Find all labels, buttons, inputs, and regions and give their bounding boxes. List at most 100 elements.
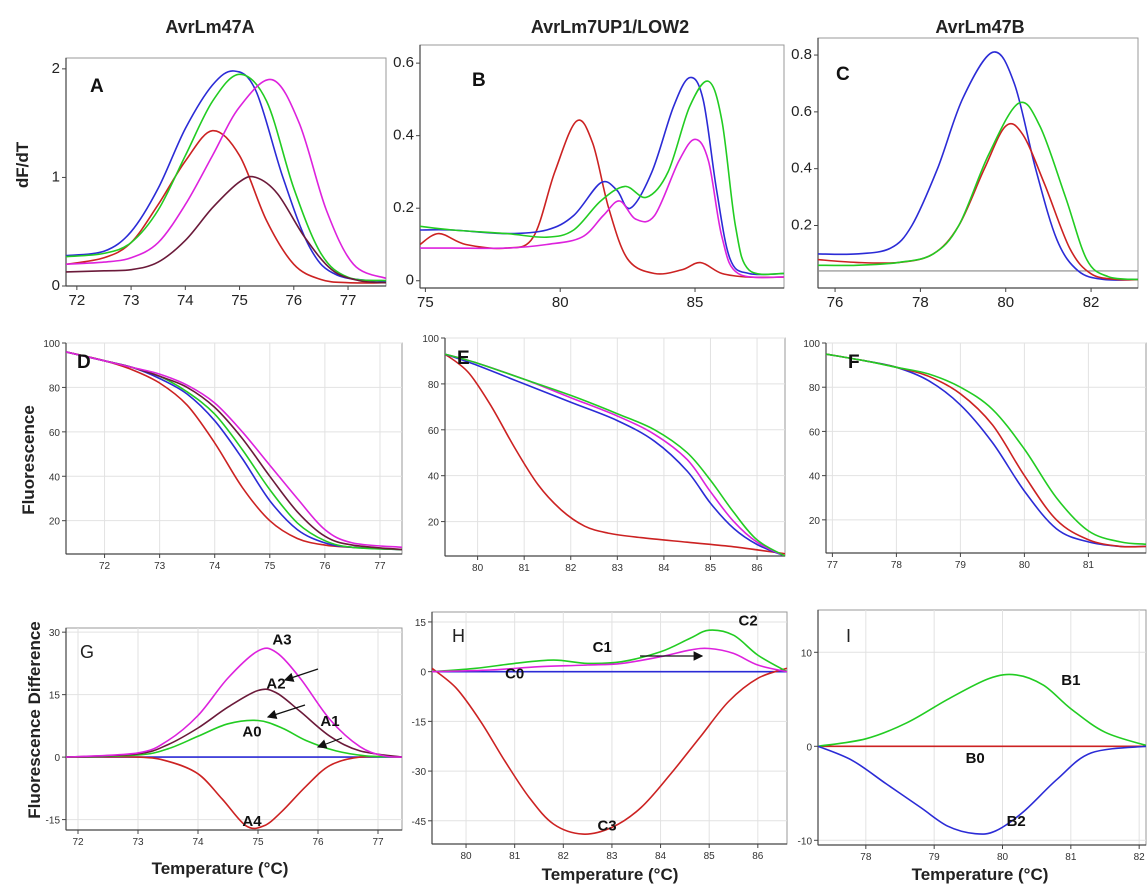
x-tick-label: 83 — [606, 851, 618, 862]
x-tick-label: 83 — [612, 563, 624, 574]
x-tick-label: 75 — [252, 837, 264, 848]
column-title-avrlm47b: AvrLm47B — [935, 17, 1024, 37]
annotation-a2: A2 — [266, 675, 285, 692]
y-tick-label: 15 — [415, 618, 427, 629]
y-tick-label: 0.4 — [791, 160, 812, 177]
x-tick-label: 78 — [891, 560, 903, 571]
x-tick-label: 77 — [374, 561, 386, 572]
y-tick-label: 0 — [806, 742, 812, 753]
column-title-avrlm47a: AvrLm47A — [165, 17, 254, 37]
y-tick-label: 1 — [52, 168, 60, 185]
x-tick-label: 84 — [658, 563, 670, 574]
y-tick-label: 0 — [52, 277, 60, 294]
x-tick-label: 80 — [460, 851, 472, 862]
x-tick-label: 85 — [705, 563, 717, 574]
plot-area — [445, 338, 785, 556]
x-tick-label: 80 — [997, 852, 1009, 863]
row-label-fluorescence-difference: Fluorescence Difference — [25, 621, 44, 818]
x-axis-title-col1: Temperature (°C) — [152, 859, 289, 878]
annotation-a0: A0 — [242, 723, 261, 740]
y-tick-label: 0.4 — [393, 127, 414, 144]
x-tick-label: 77 — [827, 560, 839, 571]
x-tick-label: 77 — [372, 837, 384, 848]
x-tick-label: 75 — [417, 294, 434, 311]
y-tick-label: 80 — [809, 383, 821, 394]
y-tick-label: 15 — [49, 691, 61, 702]
x-tick-label: 75 — [264, 561, 276, 572]
panel-label: G — [80, 642, 94, 662]
panel-h-difference-avrlm7up1: 80 81 82 83 84 85 86-45-30-15015HC0C1C2C3 — [412, 612, 787, 862]
x-tick-label: 73 — [154, 561, 166, 572]
x-tick-label: 73 — [132, 837, 144, 848]
row-label-fluorescence: Fluorescence — [19, 405, 38, 515]
annotation-c1: C1 — [593, 639, 612, 656]
plot-area — [66, 343, 402, 554]
annotation-a3: A3 — [272, 632, 291, 649]
annotation-b2: B2 — [1007, 813, 1026, 830]
x-tick-label: 76 — [285, 292, 302, 309]
x-tick-label: 84 — [655, 851, 667, 862]
y-tick-label: 2 — [52, 60, 60, 77]
x-tick-label: 85 — [704, 851, 716, 862]
x-tick-label: 72 — [99, 561, 111, 572]
plot-area — [826, 343, 1146, 553]
y-tick-label: 100 — [803, 339, 820, 350]
x-tick-label: 82 — [558, 851, 570, 862]
annotation-c0: C0 — [505, 665, 524, 682]
y-tick-label: 0.6 — [393, 54, 414, 71]
x-tick-label: 76 — [827, 294, 844, 311]
y-tick-label: -15 — [412, 717, 427, 728]
y-tick-label: 0 — [54, 753, 60, 764]
annotation-b1: B1 — [1061, 672, 1080, 689]
x-axis-title-col3: Temperature (°C) — [912, 865, 1049, 884]
y-tick-label: -45 — [412, 817, 427, 828]
annotation-a1: A1 — [320, 713, 339, 730]
y-tick-label: 20 — [809, 516, 821, 527]
panel-b-df-dt-avrlm7up1: 75 80 85 0 0.2 0.4 0.6 B — [393, 45, 784, 311]
annotation-a4: A4 — [242, 813, 262, 830]
y-tick-label: 0 — [406, 272, 414, 289]
y-tick-label: 0.2 — [393, 199, 414, 216]
annotation-c3: C3 — [597, 818, 616, 835]
x-tick-label: 80 — [552, 294, 569, 311]
y-tick-label: -15 — [46, 816, 61, 827]
x-tick-label: 82 — [1134, 852, 1146, 863]
x-tick-label: 78 — [860, 852, 872, 863]
x-axis-title-col2: Temperature (°C) — [542, 865, 679, 884]
panel-label: C — [836, 64, 850, 85]
y-tick-label: 40 — [49, 472, 61, 483]
x-tick-label: 74 — [192, 837, 204, 848]
y-tick-label: 80 — [428, 380, 440, 391]
x-tick-label: 81 — [519, 563, 531, 574]
y-tick-label: 0.6 — [791, 103, 812, 120]
x-tick-label: 86 — [751, 563, 763, 574]
x-tick-label: 79 — [955, 560, 967, 571]
y-tick-label: 40 — [428, 472, 440, 483]
y-tick-label: 30 — [49, 628, 61, 639]
x-tick-label: 80 — [472, 563, 484, 574]
x-tick-label: 86 — [752, 851, 764, 862]
panel-e-fluorescence-avrlm7up1: 80 81 82 83 84 85 8620406080100E — [422, 334, 785, 574]
y-tick-label: 80 — [49, 383, 61, 394]
x-tick-label: 75 — [231, 292, 248, 309]
x-tick-label: 79 — [929, 852, 941, 863]
x-tick-label: 76 — [319, 561, 331, 572]
panel-c-df-dt-avrlm47b: 76 78 80 82 0.2 0.4 0.6 0.8 C — [791, 38, 1138, 311]
panel-g-difference-avrlm47a: 72 73 74 75 76 77 -15 0 15 30 G A3 A2 A1 A0 A4 — [46, 628, 402, 848]
x-tick-label: 85 — [687, 294, 704, 311]
panel-d-fluorescence-avrlm47a: 72 73 74 75 76 7720406080100D — [43, 339, 402, 572]
x-tick-label: 81 — [1083, 560, 1095, 571]
x-tick-label: 73 — [123, 292, 140, 309]
annotation-c2: C2 — [739, 612, 758, 629]
x-tick-label: 76 — [312, 837, 324, 848]
y-tick-label: 0.8 — [791, 46, 812, 63]
panel-label: H — [452, 626, 465, 646]
x-tick-label: 78 — [912, 294, 929, 311]
row-label-df-dt: dF/dT — [13, 141, 32, 188]
panel-a-df-dt-avrlm47a: 72 73 74 75 76 77012A — [52, 58, 386, 309]
x-tick-label: 81 — [1065, 852, 1077, 863]
x-tick-label: 82 — [1083, 294, 1100, 311]
panel-label: B — [472, 70, 486, 91]
panel-i-difference-avrlm47b: 78 79 80 81 82 -10 0 10 I B1 B0 B2 — [798, 610, 1146, 863]
